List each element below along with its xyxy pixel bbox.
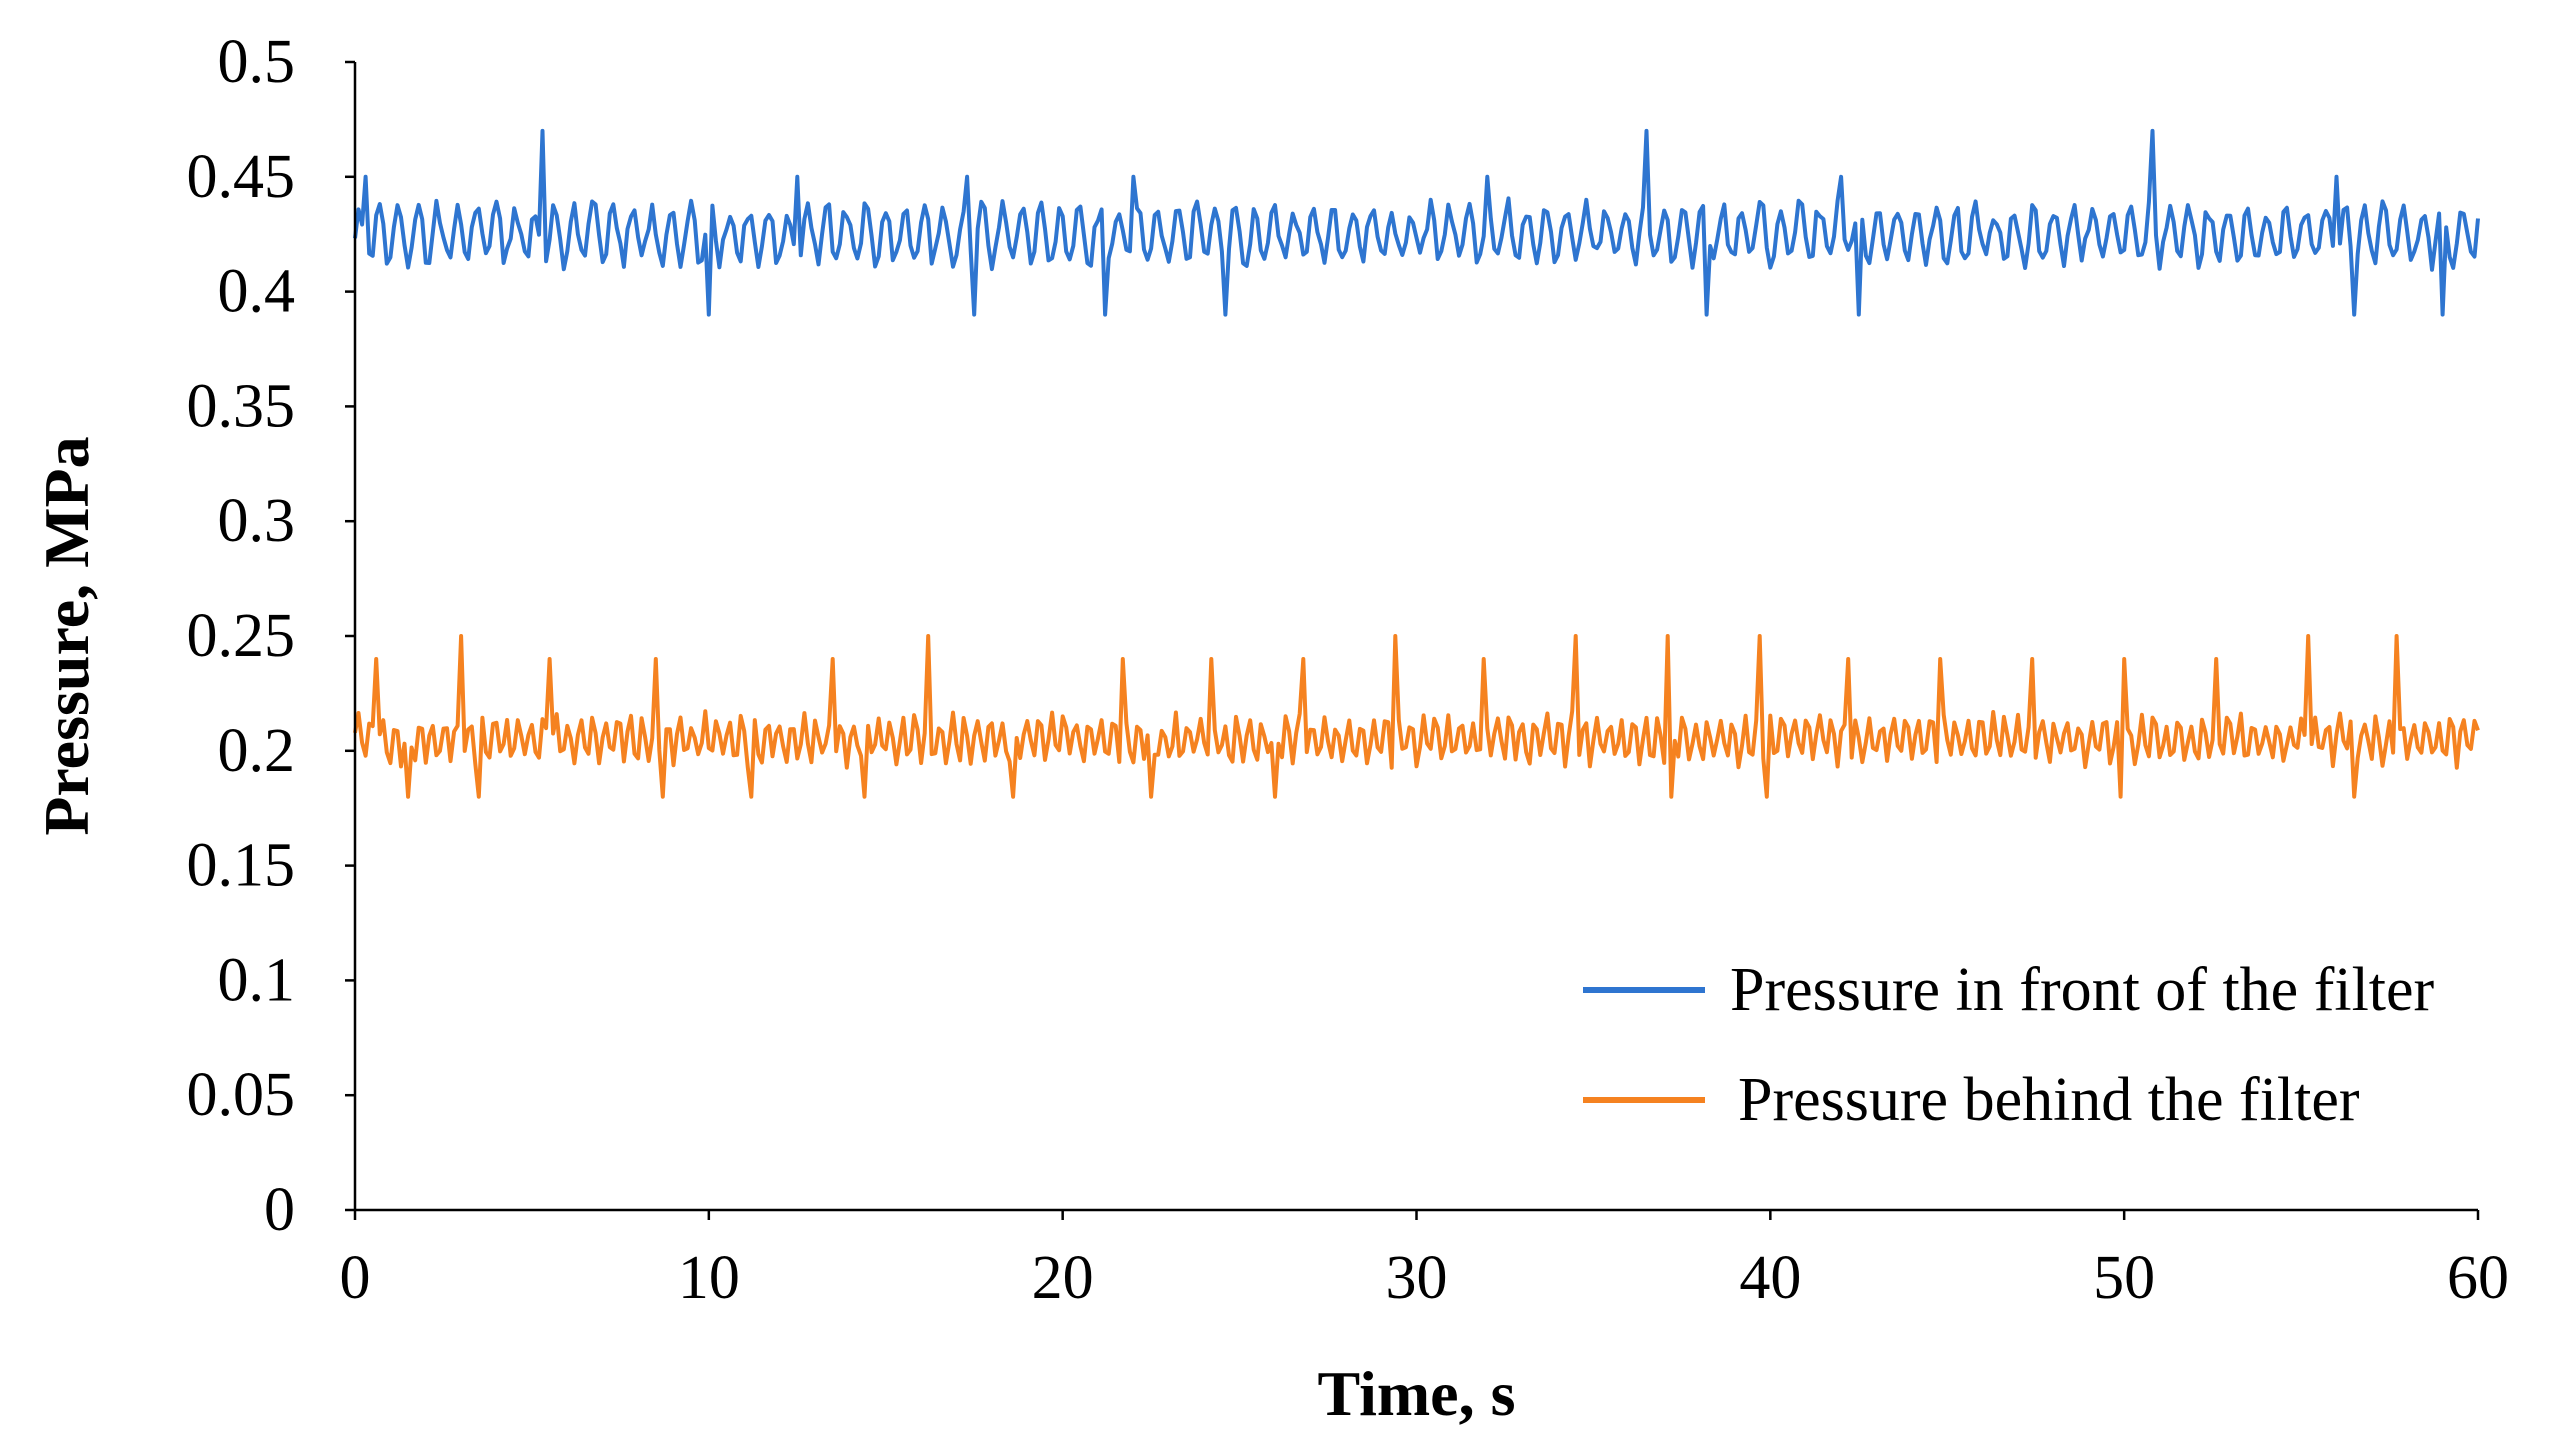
legend-label-behind: Pressure behind the filter <box>1738 1066 2360 1134</box>
x-axis-title: Time, s <box>1318 1358 1516 1429</box>
y-tick-label: 0.15 <box>187 832 296 900</box>
y-axis-title: Pressure, MPa <box>31 436 102 835</box>
y-tick-label: 0.05 <box>187 1061 296 1129</box>
y-tick-label: 0.3 <box>218 487 296 555</box>
legend: Pressure in front of the filter Pressure… <box>1583 956 2435 1134</box>
y-tick-label: 0.1 <box>218 946 296 1014</box>
x-tick-label: 40 <box>1739 1244 1801 1312</box>
x-tick-label: 60 <box>2447 1244 2509 1312</box>
x-tick-label: 50 <box>2093 1244 2155 1312</box>
x-tick-label: 20 <box>1032 1244 1094 1312</box>
y-tick-label: 0 <box>264 1176 295 1244</box>
y-tick-label: 0.45 <box>187 143 296 211</box>
x-tick-label: 10 <box>678 1244 740 1312</box>
legend-item-front: Pressure in front of the filter <box>1583 956 2435 1024</box>
x-tick-label: 0 <box>340 1244 371 1312</box>
x-tick-label: 30 <box>1386 1244 1448 1312</box>
legend-item-behind: Pressure behind the filter <box>1583 1066 2360 1134</box>
x-tick-group: 0 10 20 30 40 50 60 <box>340 1210 2509 1312</box>
y-tick-group: 0 0.05 0.1 0.15 0.2 0.25 0.3 0.35 0.4 0.45 0.5 <box>187 28 355 1244</box>
y-tick-label: 0.35 <box>187 372 296 440</box>
y-tick-label: 0.2 <box>218 717 296 785</box>
series-line-behind <box>353 634 2480 799</box>
legend-label-front: Pressure in front of the filter <box>1730 956 2435 1024</box>
series-line-front <box>353 128 2480 317</box>
plot-series-group <box>353 128 2480 799</box>
y-tick-label: 0.5 <box>218 28 296 96</box>
y-tick-label: 0.25 <box>187 602 296 670</box>
y-tick-label: 0.4 <box>218 258 296 326</box>
